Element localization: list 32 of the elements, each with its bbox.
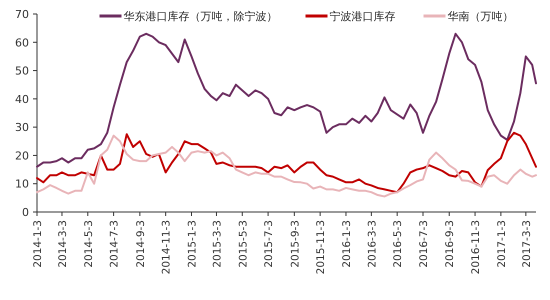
line-series bbox=[36, 32, 537, 168]
y-tick-label: 70 bbox=[15, 8, 29, 21]
x-tick-label: 2016-7-3 bbox=[418, 220, 430, 268]
x-tick-label: 2015-11-3 bbox=[315, 220, 328, 274]
legend-label: 宁波港口库存 bbox=[330, 10, 396, 23]
y-tick-label: 30 bbox=[15, 121, 29, 134]
x-tick-label: 2014-5-3 bbox=[82, 220, 95, 268]
x-tick-label: 2014-9-3 bbox=[134, 220, 147, 268]
y-tick-label: 10 bbox=[15, 178, 29, 191]
legend-label: 华东港口库存（万吨，除宁波） bbox=[124, 10, 278, 23]
y-tick-label: 20 bbox=[15, 149, 29, 162]
x-tick-label: 2016-11-3 bbox=[470, 220, 482, 274]
x-tick-label: 2015-1-3 bbox=[186, 220, 198, 268]
x-tick-label: 2015-3-3 bbox=[211, 220, 224, 268]
x-tick-label: 2016-1-3 bbox=[340, 220, 353, 268]
y-tick-label: 40 bbox=[15, 92, 29, 106]
x-tick-label: 2016-3-3 bbox=[366, 220, 378, 268]
x-tick-label: 2016-5-3 bbox=[392, 220, 404, 268]
x-tick-label: 2014-11-3 bbox=[160, 220, 173, 274]
x-tick-label: 2017-1-3 bbox=[496, 220, 508, 268]
x-tick-label: 2014-3-3 bbox=[56, 220, 69, 268]
y-tick-label: 60 bbox=[15, 36, 29, 50]
x-tick-label: 2015-9-3 bbox=[289, 220, 302, 268]
x-tick-label: 2015-7-3 bbox=[263, 220, 276, 268]
x-tick-label: 2015-5-3 bbox=[237, 220, 250, 268]
x-tick-label: 2014-1-3 bbox=[32, 220, 44, 268]
y-tick-label: 50 bbox=[15, 64, 29, 78]
x-tick-label: 2017-3-3 bbox=[520, 220, 533, 268]
x-tick-label: 2014-7-3 bbox=[108, 220, 121, 268]
legend-label: 华南（万吨） bbox=[448, 10, 514, 23]
x-tick-label: 2016-9-3 bbox=[444, 220, 456, 268]
y-tick-label: 0 bbox=[22, 206, 29, 219]
